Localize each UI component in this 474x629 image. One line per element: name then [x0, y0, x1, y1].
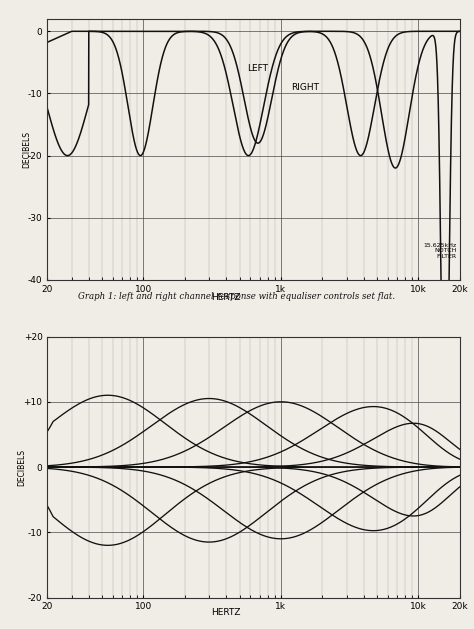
Y-axis label: DECIBELS: DECIBELS: [18, 448, 27, 486]
Text: RIGHT: RIGHT: [291, 83, 319, 92]
Text: HERTZ: HERTZ: [211, 292, 241, 302]
Y-axis label: DECIBELS: DECIBELS: [22, 131, 31, 168]
Text: Graph 1: left and right channel response with equaliser controls set flat.: Graph 1: left and right channel response…: [78, 292, 396, 301]
Text: 15.625kHz
NOTCH
FILTER: 15.625kHz NOTCH FILTER: [423, 243, 457, 259]
Text: LEFT: LEFT: [247, 64, 268, 73]
Text: HERTZ: HERTZ: [211, 608, 241, 617]
